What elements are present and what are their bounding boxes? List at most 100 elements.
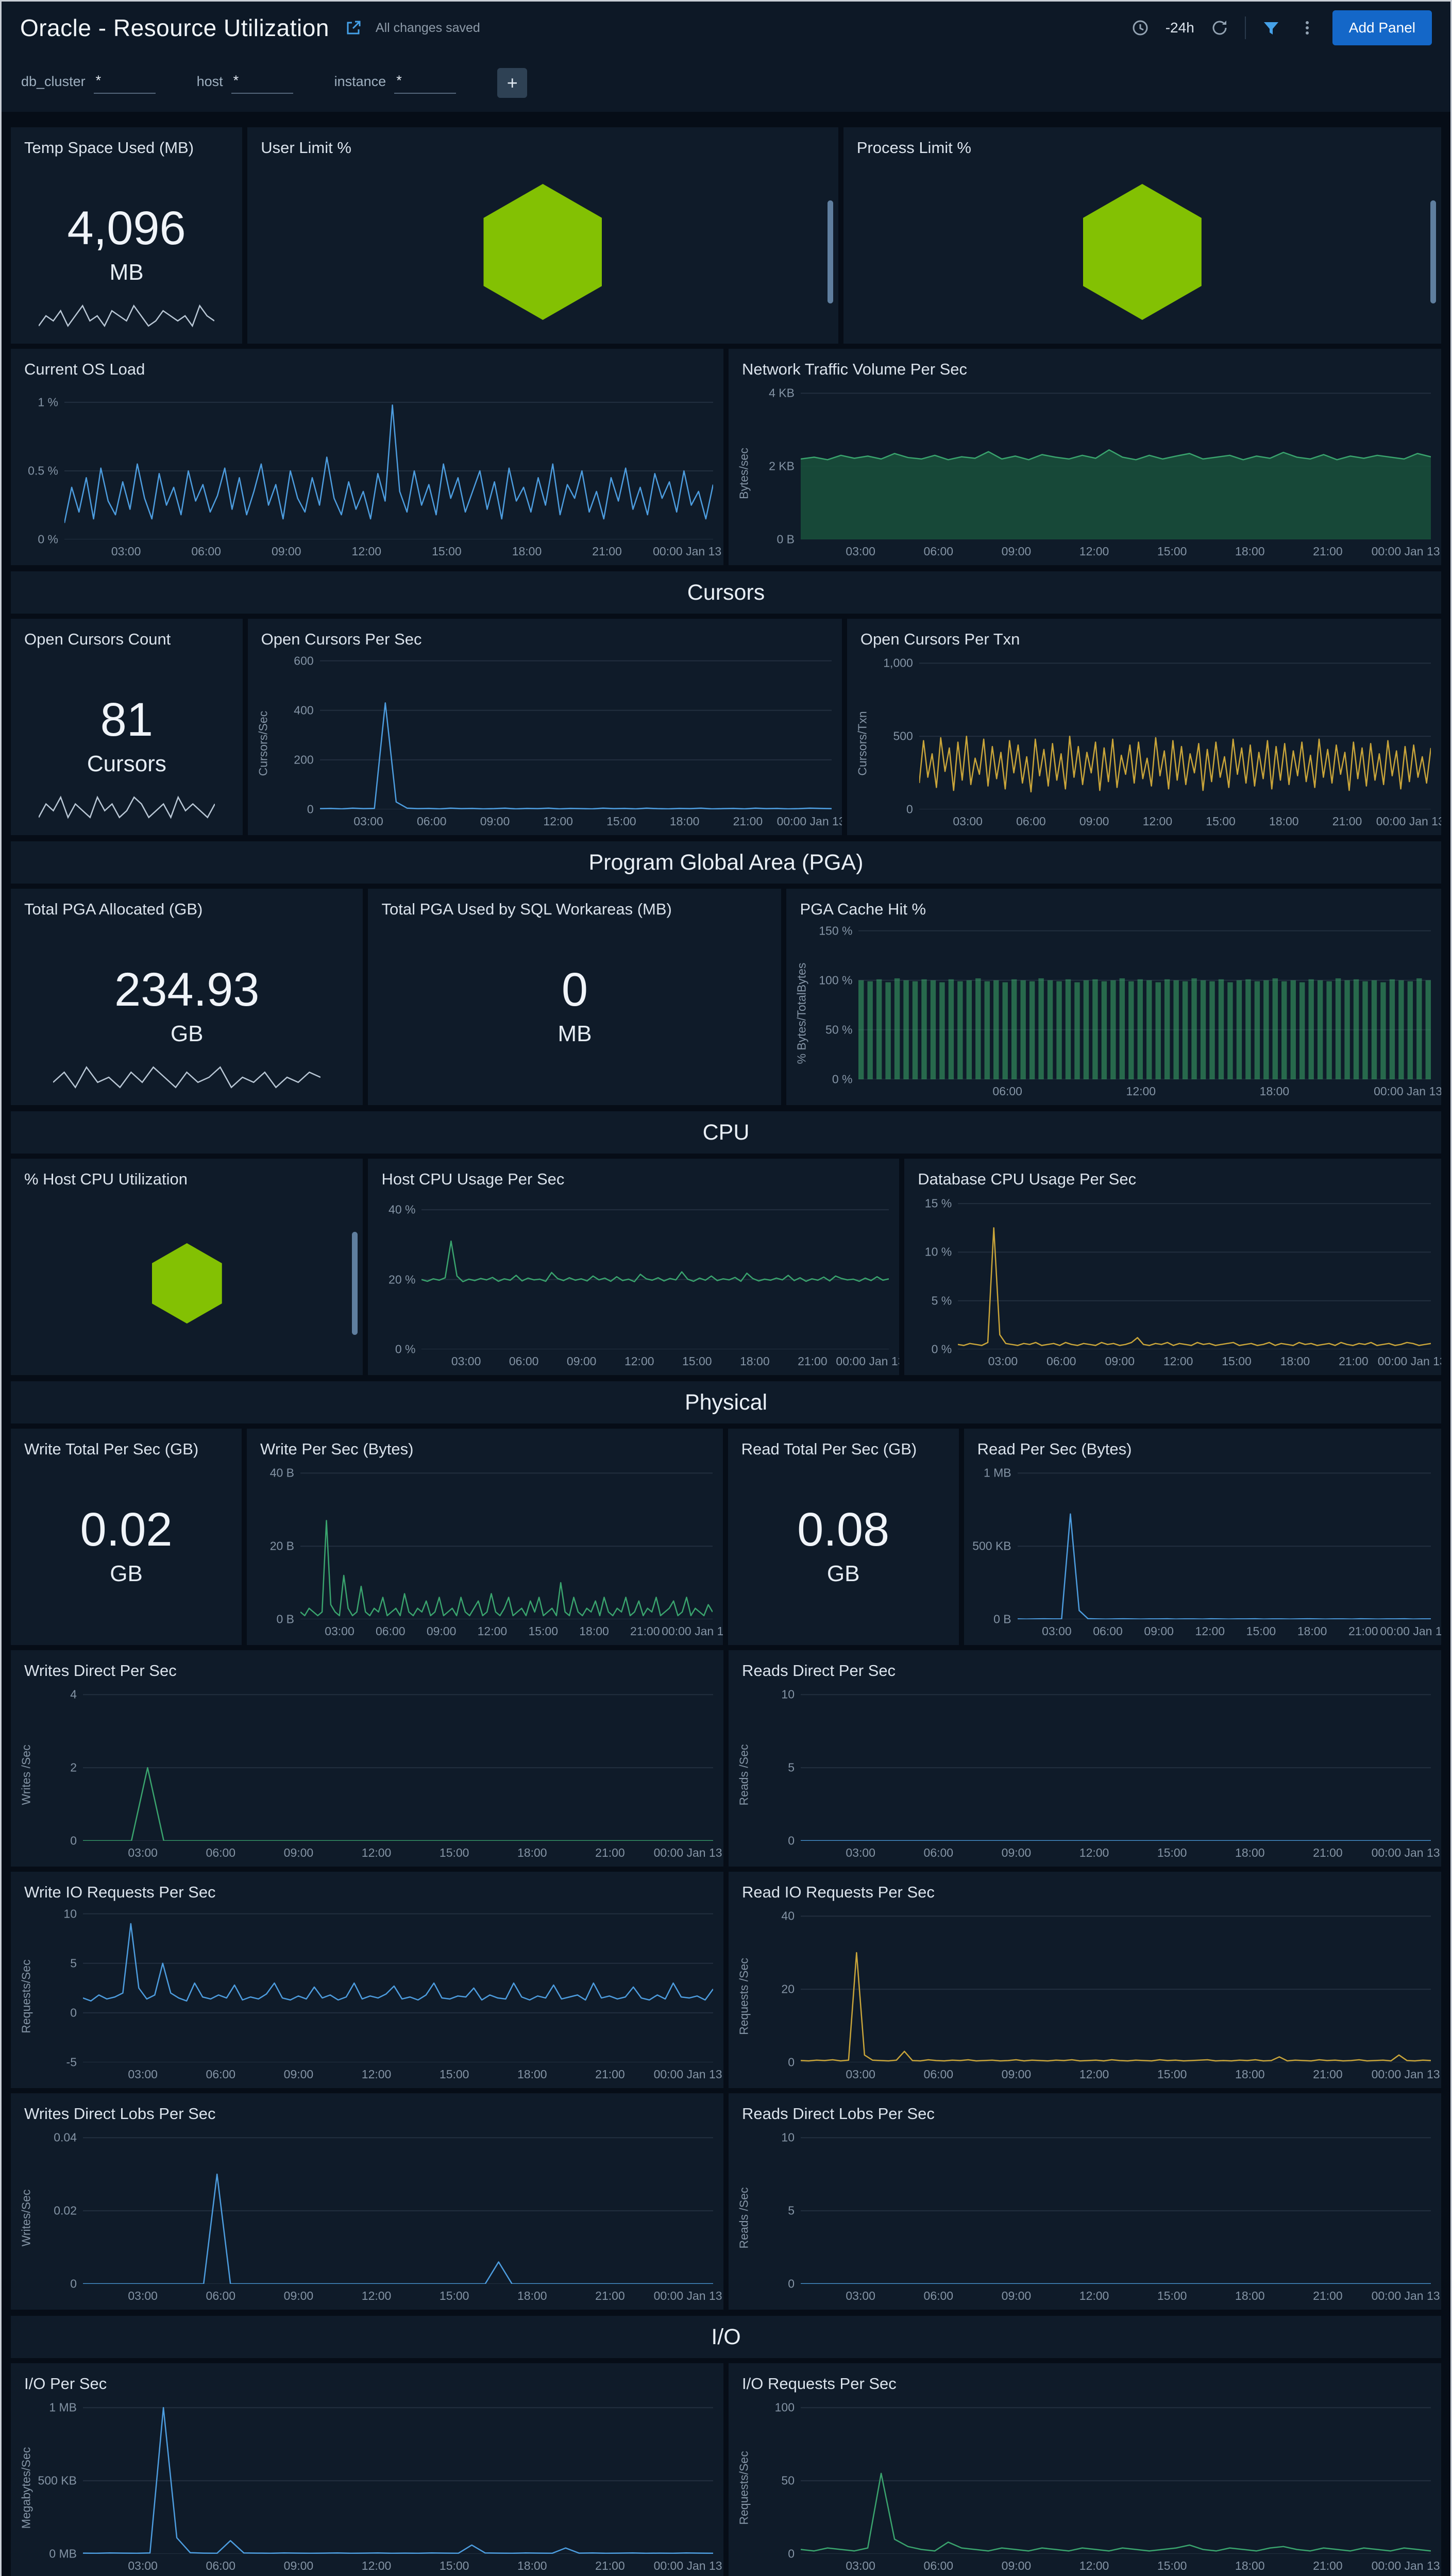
chart: 0 % 20 % 40 % 03:00 06:00 09:00 12:00 15:00 18:0…: [374, 1196, 899, 1371]
x-tick-label: 12:00: [351, 545, 382, 558]
refresh-icon[interactable]: [1209, 17, 1230, 39]
y-axis: 0 B 2 KB 4 KB: [753, 386, 801, 561]
plot-area[interactable]: [64, 386, 713, 539]
y-tick-label: 40 B: [269, 1466, 295, 1480]
chart: Bytes/sec 0 B 2 KB 4 KB 03:00 06:00 09:00 12:00…: [735, 386, 1440, 561]
time-range-selector[interactable]: -24h: [1165, 20, 1194, 36]
x-tick-label: 00:00 Jan 13: [653, 2067, 722, 2081]
honeycomb-hexagon[interactable]: [1083, 184, 1202, 320]
x-tick-label: 21:00: [1339, 1354, 1369, 1368]
y-axis-label-text: Requests/Sec: [19, 1959, 33, 2033]
add-panel-button[interactable]: Add Panel: [1332, 10, 1432, 45]
x-tick-label: 15:00: [439, 2289, 469, 2302]
y-axis: 0 20 40: [753, 1909, 801, 2084]
x-tick-label: 12:00: [1079, 545, 1109, 558]
x-tick-label: 09:00: [1001, 2067, 1032, 2081]
x-tick-label: 09:00: [1001, 2289, 1032, 2302]
x-tick-label: 09:00: [283, 2559, 314, 2572]
plot-area[interactable]: [319, 656, 832, 809]
y-tick-label: 10: [781, 2130, 795, 2144]
x-tick-label: 03:00: [353, 815, 383, 828]
chart: Megabytes/Sec 0 MB 500 KB 1 MB 03:00 06:00 09:…: [17, 2400, 722, 2575]
y-axis-label-text: Reads /Sec: [737, 2187, 751, 2249]
y-axis: 0 500 1,000: [872, 656, 919, 831]
chart-svg: [64, 401, 713, 539]
y-tick-label: 0 %: [395, 1342, 416, 1356]
plot-area[interactable]: [958, 1196, 1431, 1349]
y-tick-label: 20 B: [269, 1539, 295, 1553]
plot-area[interactable]: [801, 2130, 1431, 2284]
panel-title: Process Limit %: [856, 139, 971, 157]
plot-area[interactable]: [858, 926, 1431, 1079]
filter-value-input[interactable]: *: [231, 73, 293, 94]
honeycomb-hexagon[interactable]: [151, 1243, 222, 1324]
plot-area[interactable]: [83, 1687, 713, 1841]
x-tick-label: 18:00: [1235, 2559, 1265, 2572]
filter-icon[interactable]: [1260, 17, 1282, 39]
plot-column: 03:00 06:00 09:00 12:00 15:00 18:00 21:00 00:00…: [801, 2130, 1440, 2306]
x-tick-label: 15:00: [1222, 1354, 1252, 1368]
panel-body: 0 B 500 KB 1 MB 03:00 06:00 09:00 12:00 15:00 18…: [964, 1462, 1441, 1645]
filter-value-input[interactable]: *: [394, 73, 457, 94]
y-axis-label: Writes/Sec: [17, 2130, 36, 2306]
x-tick-label: 06:00: [206, 1846, 236, 1859]
x-axis: 03:00 06:00 09:00 12:00 15:00 18:00 21:00 00:00…: [64, 539, 721, 561]
panel-body: 0.02 GB: [11, 1462, 242, 1645]
panel-body: Writes/Sec 0 0.02 0.04 03:00 06:00 09:00 12:00 1…: [11, 2126, 723, 2310]
chart: 0 B 500 KB 1 MB 03:00 06:00 09:00 12:00 15:00 18…: [970, 1466, 1441, 1641]
x-tick-label: 12:00: [1142, 815, 1173, 828]
plot-area[interactable]: [1017, 1466, 1431, 1619]
chart-svg: [919, 663, 1431, 809]
honeycomb-hexagon[interactable]: [483, 184, 602, 320]
more-options-icon[interactable]: [1296, 17, 1318, 39]
x-tick-label: 00:00 Jan 13: [836, 1354, 900, 1368]
panel-scrollbar[interactable]: [352, 1232, 358, 1335]
x-axis: 03:00 06:00 09:00 12:00 15:00 18:00 21:00 00:00…: [300, 1619, 722, 1641]
clock-icon[interactable]: [1129, 17, 1151, 39]
panel-open-cursors-count: Open Cursors Count 81 Cursors: [11, 619, 243, 835]
panel-title: Temp Space Used (MB): [24, 139, 194, 157]
plot-area[interactable]: [801, 386, 1431, 539]
chart: Cursors/Txn 0 500 1,000 03:00 06:00 09:00 12:00…: [853, 656, 1441, 831]
y-tick-label: 0.02: [54, 2204, 77, 2217]
panel-title: Open Cursors Per Sec: [261, 630, 422, 648]
plot-area[interactable]: [801, 1909, 1431, 2062]
y-tick-label: 0: [307, 802, 314, 816]
plot-area[interactable]: [919, 656, 1431, 809]
plot-column: 03:00 06:00 09:00 12:00 15:00 18:00 21:00 00:00…: [958, 1196, 1441, 1371]
plot-area[interactable]: [801, 2400, 1431, 2554]
sparkline-svg: [53, 1066, 321, 1089]
panel-scrollbar[interactable]: [827, 200, 833, 303]
filter-value-input[interactable]: *: [93, 73, 156, 94]
x-tick-label: 12:00: [624, 1354, 654, 1368]
x-tick-label: 03:00: [1042, 1624, 1072, 1638]
panel-scrollbar[interactable]: [1430, 200, 1436, 303]
plot-area[interactable]: [300, 1466, 713, 1619]
filter-db-cluster[interactable]: db_cluster *: [21, 73, 156, 94]
panel-title: PGA Cache Hit %: [800, 900, 926, 918]
plot-area[interactable]: [801, 1687, 1431, 1841]
x-tick-label: 06:00: [206, 2289, 236, 2302]
plot-area[interactable]: [83, 1909, 713, 2062]
plot-area[interactable]: [83, 2130, 713, 2284]
x-axis: 03:00 06:00 09:00 12:00 15:00 18:00 21:00 00:00…: [801, 539, 1440, 561]
chart-svg: [83, 1913, 713, 2062]
panel-body: 0 MB: [368, 922, 781, 1105]
metric-value: 234.93: [114, 963, 260, 1016]
panel-body: 0 % 5 % 10 % 15 % 03:00 06:00 09:00 12:00 15:00 1…: [904, 1192, 1441, 1375]
x-tick-label: 12:00: [477, 1624, 508, 1638]
plot-area[interactable]: [421, 1196, 889, 1349]
x-tick-label: 03:00: [325, 1624, 354, 1638]
y-axis: 0 5 10: [753, 2130, 801, 2306]
x-tick-label: 00:00 Jan 13: [1374, 1084, 1441, 1098]
filter-host[interactable]: host *: [197, 73, 293, 94]
header-divider: [1244, 16, 1246, 39]
x-tick-label: 12:00: [361, 2559, 392, 2572]
filter-instance[interactable]: instance *: [334, 73, 457, 94]
x-tick-label: 21:00: [1348, 1624, 1378, 1638]
plot-area[interactable]: [83, 2400, 713, 2554]
edit-dashboard-icon[interactable]: [343, 17, 364, 39]
panel-writes-direct-lobs: Writes Direct Lobs Per Sec Writes/Sec 0 0.0…: [11, 2093, 723, 2310]
panel-body: Reads /Sec 0 5 10 03:00 06:00 09:00 12:00 15:00 1…: [729, 2126, 1441, 2310]
add-filter-button[interactable]: +: [497, 68, 528, 98]
